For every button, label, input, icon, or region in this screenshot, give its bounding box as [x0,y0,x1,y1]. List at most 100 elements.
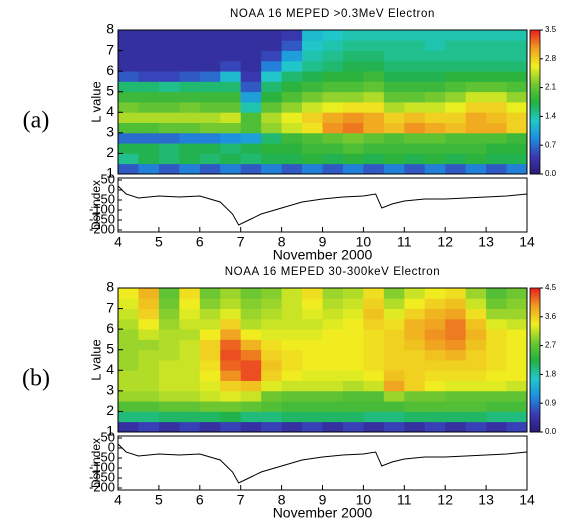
heatmap-cell [261,163,282,175]
colorbar-step [530,32,540,36]
heatmap-cell [486,318,507,330]
y-axis-label: Dst index [89,438,103,488]
colorbar-step [530,78,540,81]
heatmap-cell [465,360,487,371]
y-tick-label: 3 [106,124,114,140]
heatmap-cell [506,360,528,371]
heatmap-cell [199,30,221,41]
heatmap-cell [424,153,446,165]
heatmap-cell [445,153,467,165]
heatmap-cell [363,401,385,412]
colorbar-tick-label: 2.7 [545,341,557,350]
heatmap-cell [118,349,139,361]
colorbar-step [530,384,540,387]
heatmap-cell [404,380,426,392]
x-tick-label: 6 [196,234,204,250]
y-tick-label: -100 [89,201,115,216]
colorbar-step [530,66,540,69]
heatmap-cell [138,50,160,62]
heatmap-cell [158,153,180,165]
heatmap-cell [404,81,426,93]
heatmap-cell [261,122,282,134]
colorbar-step [530,427,540,431]
heatmap-cell [404,153,426,165]
heatmap-cell [506,401,528,412]
colorbar-step [530,126,540,129]
colorbar-step [530,68,540,72]
heatmap-cell [138,298,160,309]
heatmap-cell [342,122,364,134]
heatmap-cell [179,288,201,299]
heatmap-cell [506,71,528,82]
colorbar-frame [529,29,541,175]
heatmap-cell [465,50,487,62]
heatmap-cell [138,122,160,134]
heatmap-cell [404,102,426,113]
heatmap-cell [404,329,426,340]
heatmap-cell [261,349,282,361]
heatmap-cell [486,390,507,402]
colorbar-step [530,128,540,132]
heatmap-cell [383,81,405,93]
heatmap-cell [281,153,303,165]
heatmap-cell [342,401,364,412]
heatmap-cell [138,288,160,299]
y-tick-label: -50 [96,191,115,206]
heatmap-cell [199,411,221,423]
heatmap-cell [179,421,201,433]
heatmap-cell [445,81,467,93]
heatmap-cell [261,132,282,144]
heatmap-cell [158,390,180,402]
heatmap-cell [506,308,528,320]
heatmap-cell [261,318,282,330]
x-tick-label: 9 [319,492,327,508]
heatmap-cell [118,40,139,51]
heatmap-cell [220,339,242,351]
heatmap-cell [240,401,262,412]
heatmap-cell [465,143,487,154]
colorbar-tick-label: 3.6 [545,312,557,321]
colorbar-step [530,321,540,325]
heatmap-cell [158,318,180,330]
heatmap-cell [158,401,180,412]
heatmap-cell [158,329,180,340]
heatmap-cell [199,50,221,62]
heatmap-cell [158,91,180,103]
heatmap-cell [118,112,139,123]
colorbar-step [530,102,540,105]
colorbar-step [530,56,540,60]
heatmap-cell [342,81,364,93]
heatmap-cell [118,143,139,154]
colorbar-step [530,138,540,141]
heatmap-cell [138,380,160,392]
heatmap-cell [486,102,507,113]
heatmap-cell [179,360,201,371]
colorbar-step [530,412,540,416]
heatmap-cell [486,380,507,392]
heatmap-cell [383,411,405,423]
heatmap-cell [363,329,385,340]
heatmap-cell [383,122,405,134]
colorbar-step [530,142,540,146]
heatmap-cell [506,288,528,299]
heatmap-cell [363,30,385,41]
heatmap-cell [322,318,344,330]
heatmap-cell [465,71,487,82]
colorbar-tick-label: 4.5 [545,283,557,292]
heatmap-cell [342,153,364,165]
colorbar-step [530,49,540,53]
heatmap-cell [322,380,344,392]
heatmap-cell [404,71,426,82]
colorbar-step [530,408,540,411]
heatmap-cell [261,329,282,340]
plot-frame [117,287,528,433]
heatmap-cell [179,71,201,82]
colorbar-step [530,104,540,108]
heatmap-cell [118,360,139,371]
heatmap-cell [302,411,323,423]
heatmap-cell [363,60,385,72]
heatmap-cell [302,421,323,433]
colorbar-step [530,154,540,158]
heatmap-cell [424,308,446,320]
heatmap-cell [220,329,242,340]
